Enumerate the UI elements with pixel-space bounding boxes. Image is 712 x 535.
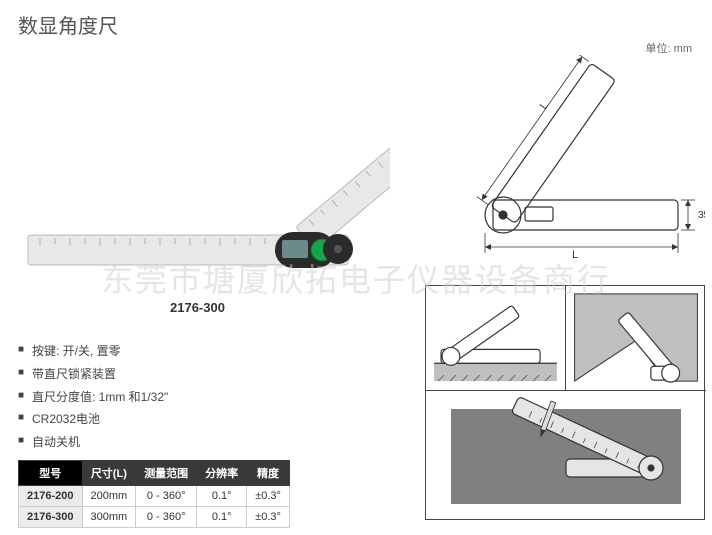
cell-resolution: 0.1° bbox=[197, 486, 247, 507]
col-resolution: 分辨率 bbox=[197, 461, 247, 486]
table-row: 2176-300 300mm 0 - 360° 0.1° ±0.3° bbox=[19, 507, 290, 528]
unit-label: 单位: mm bbox=[646, 40, 692, 56]
spec-table: 型号 尺寸(L) 测量范围 分辨率 精度 2176-200 200mm 0 - … bbox=[18, 460, 290, 528]
feature-item: 按键: 开/关, 置零 bbox=[18, 340, 388, 363]
cell-range: 0 - 360° bbox=[136, 486, 197, 507]
cell-resolution: 0.1° bbox=[197, 507, 247, 528]
page-title: 数显角度尺 bbox=[18, 10, 118, 39]
technical-drawing: L L 35 bbox=[425, 55, 705, 265]
dim-l-angled: L bbox=[538, 100, 551, 112]
cell-model: 2176-300 bbox=[19, 507, 83, 528]
col-accuracy: 精度 bbox=[247, 461, 290, 486]
feature-item: CR2032电池 bbox=[18, 408, 388, 431]
model-caption: 2176-300 bbox=[170, 300, 225, 315]
feature-item: 自动关机 bbox=[18, 431, 388, 454]
product-photo bbox=[20, 60, 390, 290]
col-range: 测量范围 bbox=[136, 461, 197, 486]
cell-size: 300mm bbox=[82, 507, 136, 528]
cell-accuracy: ±0.3° bbox=[247, 486, 290, 507]
cell-size: 200mm bbox=[82, 486, 136, 507]
col-size: 尺寸(L) bbox=[82, 461, 136, 486]
dim-35: 35 bbox=[698, 210, 705, 221]
feature-item: 直尺分度值: 1mm 和1/32" bbox=[18, 386, 388, 409]
table-row: 2176-200 200mm 0 - 360° 0.1° ±0.3° bbox=[19, 486, 290, 507]
cell-model: 2176-200 bbox=[19, 486, 83, 507]
feature-item: 带直尺锁紧装置 bbox=[18, 363, 388, 386]
dim-l-bottom: L bbox=[572, 249, 578, 261]
table-header-row: 型号 尺寸(L) 测量范围 分辨率 精度 bbox=[19, 461, 290, 486]
cell-accuracy: ±0.3° bbox=[247, 507, 290, 528]
col-model: 型号 bbox=[19, 461, 83, 486]
feature-list: 按键: 开/关, 置零 带直尺锁紧装置 直尺分度值: 1mm 和1/32" CR… bbox=[18, 340, 388, 454]
usage-diagrams bbox=[425, 285, 705, 520]
cell-range: 0 - 360° bbox=[136, 507, 197, 528]
